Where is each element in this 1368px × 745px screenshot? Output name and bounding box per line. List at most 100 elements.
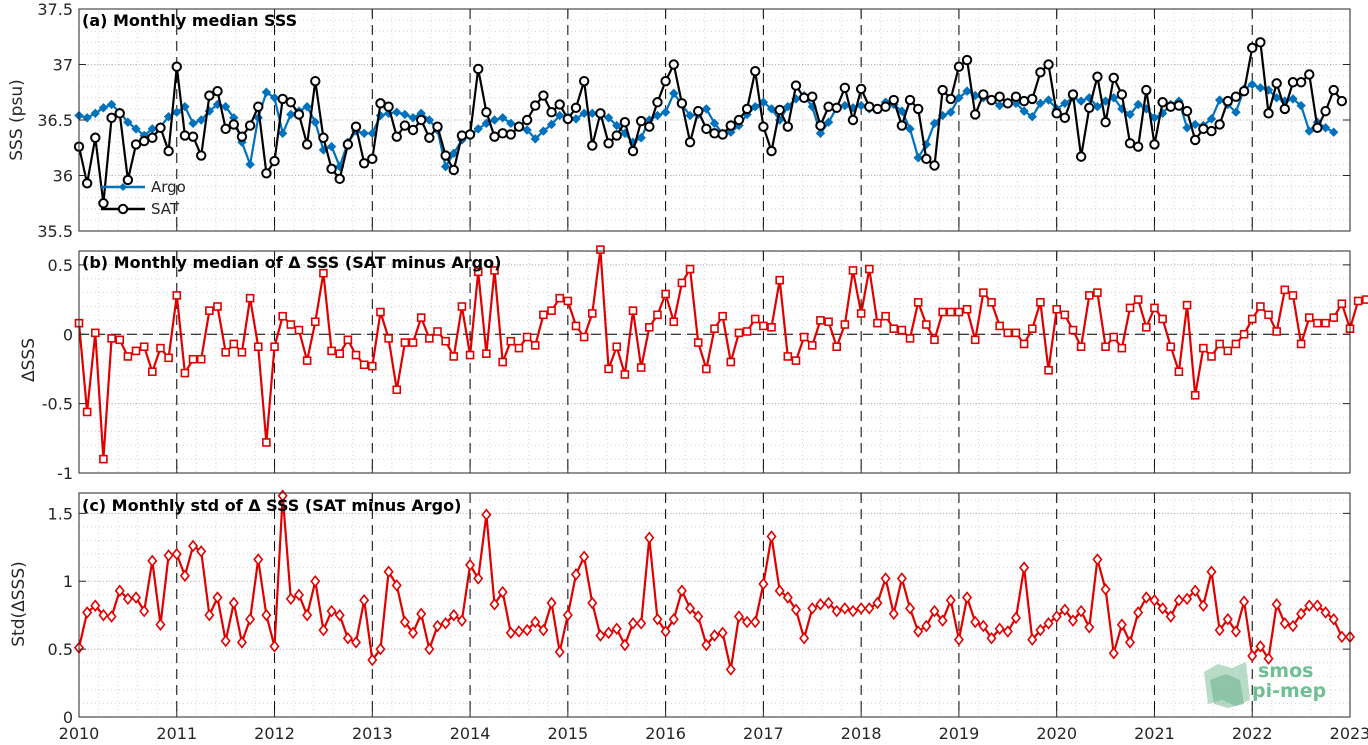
data-point [334,608,345,622]
data-point [343,335,353,345]
data-point [888,94,899,106]
data-point [415,114,427,126]
data-point [554,110,565,121]
data-point [327,346,336,356]
data-point [416,313,426,322]
data-point [742,615,753,629]
data-point [514,343,524,353]
data-point [587,596,598,610]
data-point [424,115,435,125]
data-point [872,596,883,610]
data-point [636,363,646,372]
data-point [897,106,907,116]
data-point [579,332,589,342]
data-point [986,94,997,106]
data-point [978,619,989,633]
data-point [1035,98,1046,109]
data-point [1100,117,1111,128]
data-point [90,132,101,143]
data-point [310,574,321,588]
data-point [310,317,320,327]
data-point [628,306,638,315]
data-point [228,119,240,130]
data-point [253,553,264,566]
data-point [546,119,557,130]
data-point [701,638,712,652]
data-point [791,356,801,365]
data-point [521,114,533,126]
data-point [741,103,753,115]
data-point [782,591,793,604]
data-point [1312,122,1323,133]
data-point [115,335,125,345]
data-point [1108,646,1119,660]
data-point [733,610,744,623]
data-point [766,104,777,114]
data-point [905,124,915,134]
data-point [1076,96,1086,106]
data-point [1206,125,1217,137]
data-point [196,150,207,161]
data-point [987,298,996,307]
data-point [1027,111,1037,122]
data-point [718,311,727,321]
data-point [261,87,272,97]
data-point [840,320,850,329]
data-point [994,91,1005,102]
data-point [848,266,858,275]
data-point [228,596,239,610]
data-point [627,145,639,157]
data-point [766,145,777,157]
data-point [179,130,191,141]
data-point [824,317,833,327]
data-point [1280,285,1290,295]
data-point [408,338,418,347]
data-point [953,633,964,646]
data-point [555,293,564,303]
data-point [1190,119,1200,130]
data-point [1329,127,1339,137]
data-point [1182,123,1192,133]
data-point [123,352,133,361]
data-point [98,103,109,113]
data-point [1279,103,1291,115]
data-point [1247,42,1258,54]
data-point [497,113,508,123]
data-point [1003,328,1013,338]
data-point [522,125,532,135]
data-point [767,323,776,332]
data-point [1206,114,1217,124]
data-point [441,336,450,346]
data-point [383,565,394,579]
data-point [1166,342,1176,352]
data-point [929,160,940,171]
data-point [611,130,622,141]
data-point [473,572,484,585]
data-point [562,113,574,125]
data-point [1133,295,1143,304]
data-point [725,120,736,131]
data-point [1157,602,1168,615]
data-point [1019,561,1030,574]
data-point [807,341,817,350]
data-point [1076,342,1086,352]
data-point [1174,367,1184,377]
y-tick-label: 0.5 [48,256,73,275]
data-point [424,132,435,143]
panel-b-title: (b) Monthly median of Δ SSS (SAT minus A… [82,253,501,272]
data-point [612,120,622,131]
data-point [334,173,345,185]
data-point [1264,310,1273,320]
data-point [709,118,720,129]
data-point [603,113,614,123]
data-point [1165,101,1176,112]
data-point [530,341,540,350]
data-point [448,608,459,622]
data-point [587,309,597,318]
data-point [138,135,150,147]
data-point [579,108,589,119]
legend: Argo SAT [101,178,186,218]
data-point [408,113,418,123]
data-point [196,545,207,558]
data-point [212,591,223,604]
